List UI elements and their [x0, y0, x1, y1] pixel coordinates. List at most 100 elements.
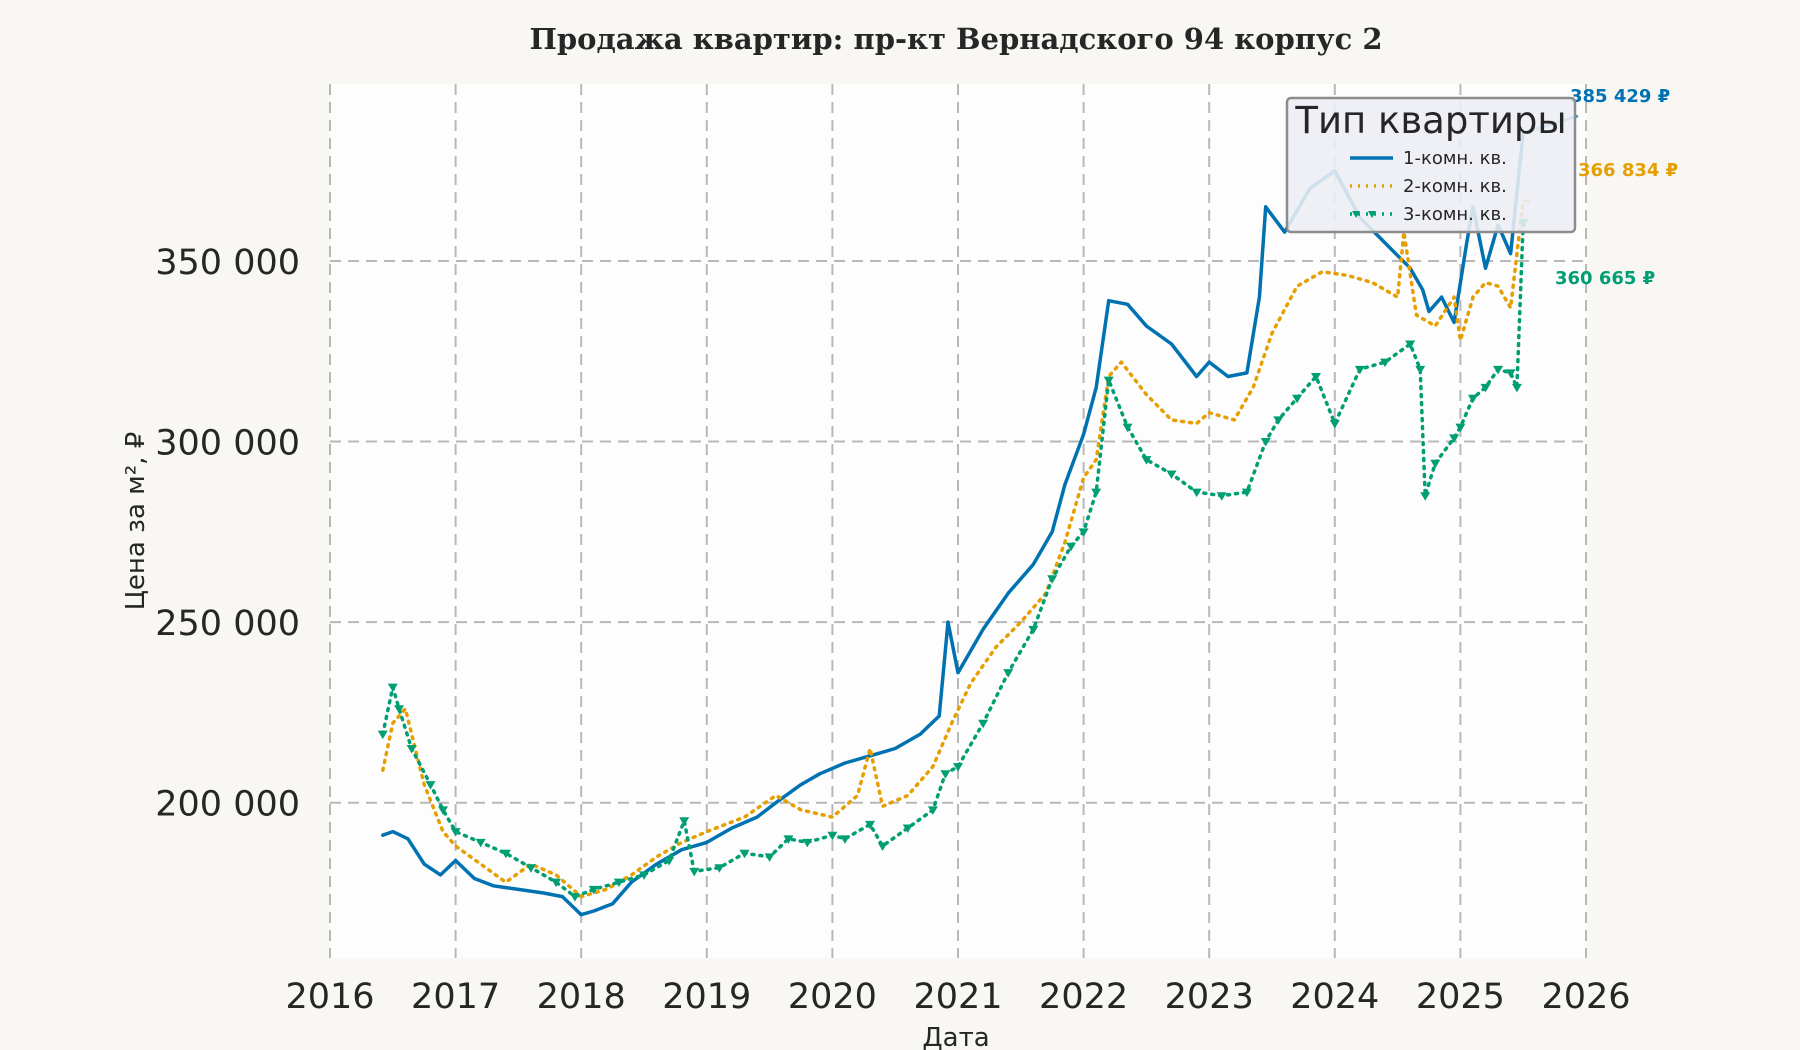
series-marker: [1310, 373, 1321, 382]
series-marker: [1480, 383, 1491, 393]
series-line: [381, 198, 1525, 899]
x-tick-label: 2024: [1290, 977, 1379, 1017]
series-marker: [1141, 456, 1152, 465]
series-marker: [877, 842, 888, 852]
x-tick-label: 2023: [1165, 977, 1254, 1017]
series-marker: [783, 835, 794, 844]
series-marker: [1078, 528, 1089, 537]
series-marker: [1420, 492, 1431, 501]
series-marker: [1430, 459, 1441, 469]
series-marker: [714, 864, 725, 873]
legend-marker: [1352, 211, 1360, 218]
x-tick-label: 2017: [411, 977, 500, 1017]
series-marker: [1122, 423, 1133, 433]
x-tick-label: 2022: [1039, 977, 1128, 1017]
series-marker: [1103, 376, 1114, 386]
series-marker: [1216, 492, 1227, 501]
series-marker: [438, 806, 449, 815]
series-marker: [569, 893, 580, 902]
legend-title: Тип квартиры: [1294, 99, 1566, 142]
series-marker: [827, 831, 838, 841]
series-marker: [865, 820, 876, 830]
series-marker: [978, 719, 989, 729]
series-marker: [425, 781, 436, 790]
x-tick-label: 2016: [285, 977, 374, 1017]
series-marker: [1354, 365, 1365, 375]
series-marker: [406, 745, 417, 754]
series-marker: [927, 806, 938, 815]
series-marker: [1066, 542, 1077, 552]
end-value-label: 360 665 ₽: [1555, 268, 1655, 289]
series-marker: [679, 817, 690, 826]
series-marker: [839, 835, 850, 844]
series-marker: [1493, 365, 1504, 375]
series-marker: [1047, 575, 1058, 584]
series-line: [381, 220, 1525, 899]
x-tick-label: 2021: [913, 977, 1002, 1017]
series-marker: [1191, 488, 1202, 498]
series-marker: [1415, 365, 1426, 375]
x-tick-label: 2026: [1541, 977, 1630, 1017]
y-tick-label: 350 000: [155, 243, 300, 283]
series-marker: [1292, 394, 1303, 404]
series-marker: [1329, 419, 1340, 429]
x-tick-label: 2025: [1416, 977, 1505, 1017]
series-marker: [613, 878, 624, 888]
legend: Тип квартиры 1-комн. кв. 2-комн. кв. 3-ком…: [1285, 96, 1577, 234]
end-value-label: 366 834 ₽: [1578, 160, 1678, 181]
series-marker: [475, 838, 486, 848]
series-marker: [1380, 358, 1391, 368]
legend-label: 2-комн. кв.: [1403, 176, 1507, 197]
y-tick-label: 200 000: [155, 785, 300, 825]
series-marker: [739, 849, 750, 859]
series-marker: [551, 878, 562, 888]
chart-title: Продажа квартир: пр-кт Вернадского 94 ко…: [529, 22, 1382, 56]
series-marker: [588, 885, 599, 895]
series-marker: [500, 849, 511, 859]
legend-label: 3-комн. кв.: [1403, 204, 1507, 225]
series-marker: [1166, 470, 1177, 480]
series-marker: [1273, 416, 1284, 425]
y-tick-label: 300 000: [155, 424, 300, 464]
x-tick-label: 2019: [662, 977, 751, 1017]
series-marker: [1505, 369, 1516, 378]
series-marker: [450, 828, 461, 837]
tick-labels: 2016 2017 2018 2019 2020 2021 2022 2023 2024 2025…: [155, 243, 1630, 1017]
x-axis-label: Дата: [922, 1023, 989, 1050]
series-marker: [1467, 394, 1478, 404]
series-marker: [664, 856, 675, 866]
series-marker: [1003, 669, 1014, 678]
x-tick-label: 2020: [788, 977, 877, 1017]
series-marker: [764, 853, 775, 862]
series-marker: [1260, 438, 1271, 447]
series-marker: [902, 824, 913, 833]
legend-box: [1285, 96, 1577, 234]
end-annotations: 385 429 ₽ 366 834 ₽ 360 665 ₽: [1521, 86, 1678, 289]
series-marker: [525, 864, 536, 873]
series-marker: [1449, 434, 1460, 443]
series-layer: [377, 131, 1529, 917]
y-axis-label: Цена за м², ₽: [121, 432, 151, 611]
series-marker: [1455, 423, 1466, 433]
series-marker: [377, 730, 388, 740]
series-marker: [1511, 383, 1522, 393]
series-marker: [1028, 625, 1039, 635]
legend-entries: 1-комн. кв. 2-комн. кв. 3-комн. кв.: [1350, 148, 1507, 225]
series-marker: [1241, 488, 1252, 498]
legend-marker: [1368, 211, 1376, 218]
series-marker: [953, 763, 963, 772]
legend-label: 1-комн. кв.: [1403, 148, 1507, 169]
series-marker: [387, 683, 398, 693]
series-marker: [1091, 488, 1102, 498]
series-marker: [802, 838, 813, 848]
series-marker: [1405, 340, 1416, 350]
end-value-label: 385 429 ₽: [1570, 86, 1670, 107]
series-marker: [940, 770, 951, 779]
y-tick-label: 250 000: [155, 604, 300, 644]
series-marker: [689, 867, 700, 877]
series-marker: [639, 871, 649, 880]
x-tick-label: 2018: [537, 977, 626, 1017]
series-marker: [394, 705, 405, 714]
